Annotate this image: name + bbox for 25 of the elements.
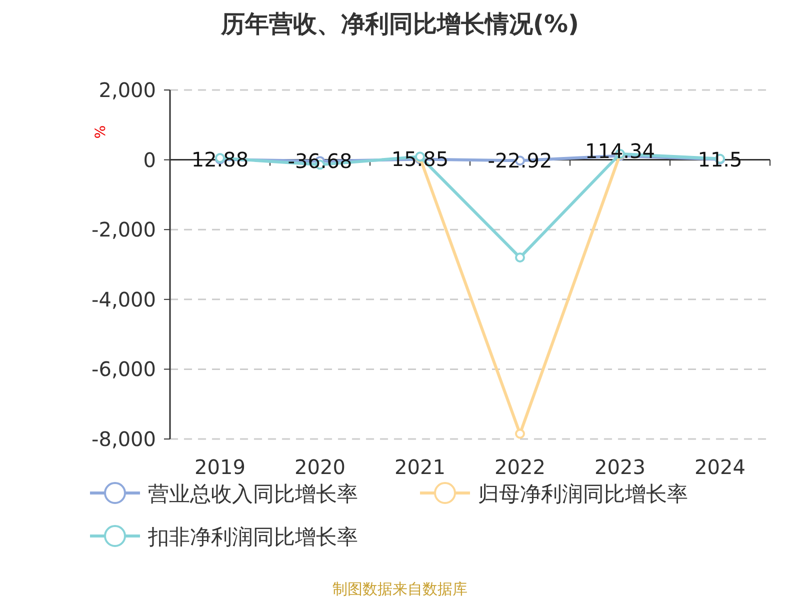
data-label: 114.34: [585, 138, 655, 163]
chart-title: 历年营收、净利同比增长情况(%): [220, 10, 579, 38]
legend-label: 扣非净利润同比增长率: [147, 525, 358, 549]
x-tick-label: 2023: [594, 455, 646, 479]
y-tick-label: -2,000: [92, 218, 156, 242]
point: [515, 252, 525, 263]
y-tick-label: 0: [143, 148, 156, 172]
x-tick-label: 2021: [394, 455, 446, 479]
data-label: -22.92: [488, 148, 552, 173]
y-axis-title: %: [93, 125, 109, 139]
point: [515, 428, 525, 439]
data-label: 11.5: [698, 147, 742, 172]
text: 制图数据来自数据库: [332, 580, 468, 598]
legend-label: 营业总收入同比增长率: [148, 482, 358, 506]
x-tick-label: 2019: [194, 455, 246, 479]
x-tick-label: 2020: [294, 455, 346, 479]
data-label: 15.85: [391, 147, 449, 172]
x-tick-label: 2022: [494, 455, 546, 479]
y-tick-label: -8,000: [92, 427, 156, 451]
y-tick-label: -4,000: [92, 287, 156, 312]
data-label: 12.88: [191, 147, 249, 172]
y-tick-label: -6,000: [92, 357, 156, 382]
y-tick-label: 2,000: [98, 78, 156, 102]
x-tick-label: 2024: [694, 455, 746, 479]
legend-label: 归母净利润同比增长率: [478, 482, 688, 506]
